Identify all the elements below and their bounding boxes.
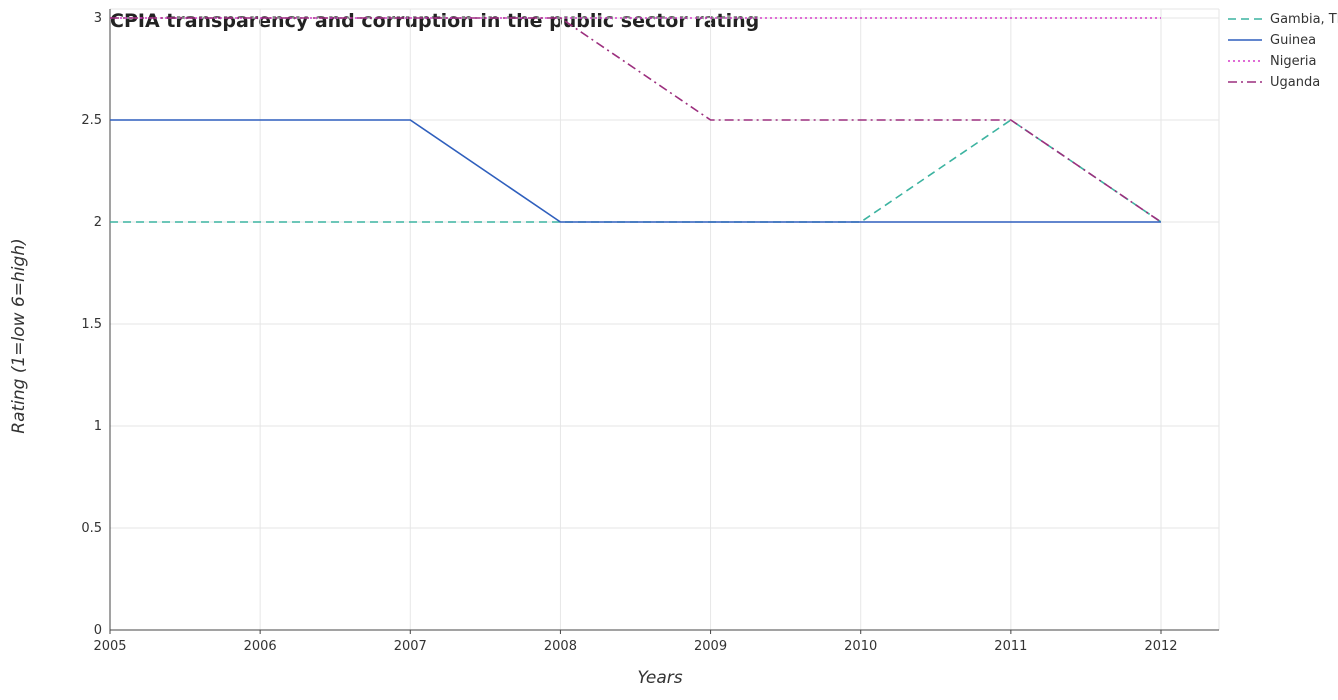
y-tick-label: 2.5 bbox=[81, 113, 102, 128]
x-tick-label: 2007 bbox=[394, 639, 427, 654]
y-tick-label: 3 bbox=[94, 11, 102, 26]
y-tick-label: 1.5 bbox=[81, 317, 102, 332]
y-tick-label: 2 bbox=[94, 215, 102, 230]
legend-label: Guinea bbox=[1270, 33, 1316, 48]
series-line-gambia-the bbox=[110, 119, 1162, 223]
y-tick-label: 1 bbox=[94, 419, 102, 434]
legend-label: Nigeria bbox=[1270, 54, 1317, 69]
x-axis-title: Years bbox=[637, 668, 682, 688]
x-tick-label: 2012 bbox=[1144, 639, 1177, 654]
legend: Gambia, The Guinea Nigeria Uganda bbox=[1228, 12, 1338, 90]
y-tick-label: 0 bbox=[94, 623, 102, 638]
axes: 2005 2006 2007 2008 2009 2010 2011 2012 0 0.5 1 1.5… bbox=[81, 9, 1219, 654]
x-tick-label: 2006 bbox=[244, 639, 277, 654]
legend-label: Gambia, The bbox=[1270, 12, 1338, 27]
chart-title: CPIA transparency and corruption in the … bbox=[110, 10, 759, 32]
series-lines bbox=[109, 17, 1162, 223]
series-line-guinea bbox=[110, 119, 1161, 223]
grid bbox=[109, 8, 1220, 631]
x-tick-label: 2010 bbox=[844, 639, 877, 654]
x-tick-label: 2005 bbox=[93, 639, 126, 654]
x-tick-label: 2009 bbox=[694, 639, 727, 654]
x-tick-label: 2008 bbox=[544, 639, 577, 654]
x-tick-label: 2011 bbox=[994, 639, 1027, 654]
y-tick-label: 0.5 bbox=[81, 521, 102, 536]
y-axis-title: Rating (1=low 6=high) bbox=[9, 238, 29, 433]
series-line-uganda bbox=[110, 17, 1162, 223]
legend-label: Uganda bbox=[1270, 75, 1320, 90]
